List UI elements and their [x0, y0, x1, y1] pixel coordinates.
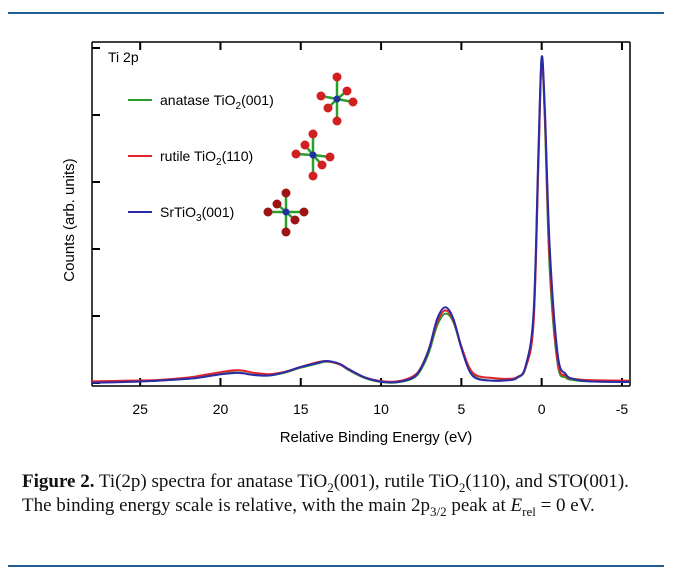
series-line-2: [91, 55, 631, 384]
top-rule: [8, 12, 664, 14]
caption-e-sub: rel: [522, 504, 536, 519]
caption-text-5: = 0 eV.: [535, 495, 595, 516]
figure-caption: Figure 2. Ti(2p) spectra for anatase TiO…: [22, 470, 662, 519]
caption-e-symbol: E: [510, 495, 523, 516]
x-tick-labels: 25 20 15 10 5 0 -5: [132, 401, 628, 417]
caption-text-2: (001), rutile TiO: [333, 471, 459, 492]
octahedron-rutile-icon: [291, 129, 335, 181]
panel-label: Ti 2p: [108, 49, 139, 65]
spectrum-figure: 25 20 15 10 5 0 -5 Ti 2p anatase TiO2(001) rut…: [61, 41, 631, 446]
legend: anatase TiO2(001) rutile TiO2(110) SrTiO…: [128, 92, 274, 224]
y-ticks: [92, 47, 100, 384]
legend-entry-anatase: anatase TiO2(001): [128, 92, 274, 112]
legend-label-srtio3: SrTiO3(001): [160, 204, 234, 224]
legend-entry-rutile: rutile TiO2(110): [128, 148, 253, 168]
series-lines: [91, 55, 631, 384]
bottom-rule: [8, 565, 664, 567]
x-tick-label: 0: [538, 401, 546, 417]
caption-sub-3: 3/2: [430, 504, 447, 519]
caption-text-3: (110), and STO(001). The binding energy …: [22, 471, 629, 516]
caption-text-1: Ti(2p) spectra for anatase TiO: [94, 471, 328, 492]
figure-label: Figure 2.: [22, 471, 95, 492]
legend-label-rutile: rutile TiO2(110): [160, 148, 253, 168]
caption-sub-1: 2: [327, 480, 334, 495]
legend-label-anatase: anatase TiO2(001): [160, 92, 274, 112]
x-tick-label: 10: [373, 401, 389, 417]
octahedron-anatase-icon: [316, 72, 358, 126]
x-axis-label: Relative Binding Energy (eV): [280, 429, 473, 446]
x-tick-label: 25: [132, 401, 148, 417]
caption-text-4: peak at: [446, 495, 511, 516]
x-tick-label: 15: [293, 401, 309, 417]
x-tick-label: 20: [213, 401, 229, 417]
x-tick-label: 5: [457, 401, 465, 417]
x-tick-label: -5: [616, 401, 629, 417]
y-axis-label: Counts (arb. units): [61, 158, 78, 281]
octahedron-srtio3-icon: [263, 188, 309, 237]
legend-entry-srtio3: SrTiO3(001): [128, 204, 234, 224]
caption-sub-2: 2: [458, 480, 466, 495]
